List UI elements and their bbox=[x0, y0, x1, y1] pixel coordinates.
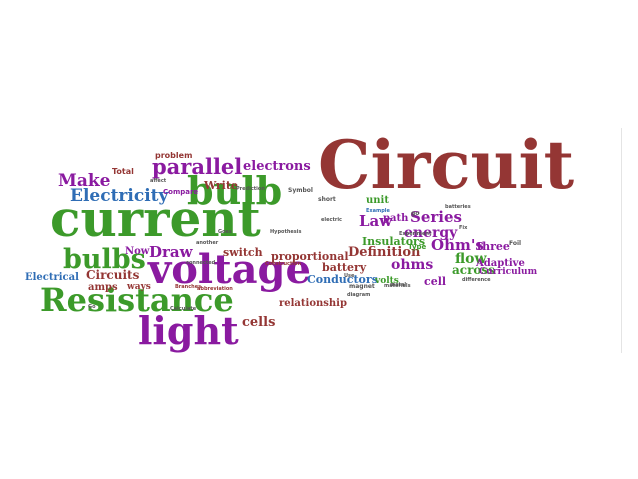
word-bulb: bulb bbox=[187, 168, 283, 213]
word-go: go bbox=[411, 210, 420, 217]
word-battery: battery bbox=[322, 261, 367, 274]
word-circuit: Circuit bbox=[318, 126, 575, 204]
word-abbreviation: abbreviation bbox=[197, 286, 233, 292]
word-resistance: Resistance bbox=[40, 281, 234, 319]
word-make: Make bbox=[58, 171, 111, 191]
word-electric: electric bbox=[321, 217, 342, 223]
word-total: Total bbox=[112, 167, 134, 176]
word-diagram: diagram bbox=[347, 292, 371, 298]
word-bulbs: bulbs bbox=[63, 244, 146, 275]
word-go: Go bbox=[88, 304, 96, 310]
word-now: Now bbox=[125, 246, 150, 257]
word-affect: affect bbox=[150, 178, 167, 184]
word-adaptive: Adaptive bbox=[476, 258, 525, 269]
word-across: across bbox=[452, 263, 495, 277]
word-problem: problem bbox=[155, 151, 193, 160]
word-cell: cell bbox=[424, 275, 447, 288]
word-law: Law bbox=[359, 212, 393, 230]
word-voltage: voltage bbox=[148, 246, 311, 293]
word-proportional: proportional bbox=[271, 250, 349, 263]
word-compare: Compare bbox=[163, 188, 199, 196]
word-fix: Fix bbox=[459, 225, 468, 231]
word-use: Use bbox=[344, 273, 355, 279]
word-experiment: Experiment bbox=[399, 231, 432, 237]
word-batteries: batteries bbox=[445, 204, 471, 210]
word-foil: Foil bbox=[509, 240, 522, 247]
word-series: Series bbox=[410, 208, 462, 226]
word-ohms: ohms bbox=[391, 257, 434, 273]
word-conductors: Conductors bbox=[307, 273, 378, 286]
word-construction: Construction bbox=[265, 261, 302, 267]
word-switch: switch bbox=[223, 246, 263, 259]
word-path: path bbox=[383, 213, 409, 224]
word-cells: cells bbox=[242, 315, 276, 330]
word-prediction: Prediction bbox=[236, 186, 265, 192]
word-another: another bbox=[196, 240, 219, 246]
word-amps: amps bbox=[88, 282, 118, 293]
word-energy: energy bbox=[404, 225, 458, 241]
word-light: light bbox=[138, 308, 239, 353]
word-three: three bbox=[477, 240, 510, 253]
word-parallel: parallel bbox=[152, 154, 243, 179]
word-ways: ways bbox=[127, 282, 151, 292]
word-type: Type bbox=[408, 243, 427, 251]
word-difference: difference bbox=[462, 277, 491, 283]
word-electrons: electrons bbox=[243, 159, 311, 174]
word-write: Write bbox=[204, 179, 238, 192]
word-unit: unit bbox=[366, 195, 389, 206]
word-goes: Goes bbox=[218, 229, 232, 235]
word-symbol: Symbol bbox=[288, 187, 313, 194]
word-connected: connected bbox=[186, 260, 216, 266]
word-flow: flow bbox=[455, 251, 487, 267]
word-current: current bbox=[50, 189, 261, 248]
word-electrical: Electrical bbox=[25, 272, 79, 283]
word-magnet: magnet bbox=[349, 283, 375, 290]
word-curriculum: Curriculum bbox=[479, 267, 538, 277]
word-calculate: Calculate bbox=[170, 306, 197, 312]
word-metal: metal bbox=[390, 282, 407, 288]
word-draw: Draw bbox=[149, 243, 193, 261]
word-short: short bbox=[318, 196, 336, 203]
word-hypothesis: Hypothesis bbox=[270, 229, 302, 235]
word-electricity: Electricity bbox=[70, 186, 169, 206]
word-insulators: Insulators bbox=[362, 235, 426, 248]
edge-line bbox=[621, 128, 622, 353]
word-ohm-s: Ohm's bbox=[431, 236, 484, 254]
word-volts: volts bbox=[375, 276, 399, 286]
word-definition: Definition bbox=[348, 245, 421, 260]
word-relationship: relationship bbox=[279, 298, 347, 309]
word-example: Example bbox=[366, 208, 390, 214]
word-circuits: Circuits bbox=[86, 268, 140, 282]
word-materials: materials bbox=[384, 283, 411, 289]
word-branches: Branches bbox=[175, 284, 202, 290]
